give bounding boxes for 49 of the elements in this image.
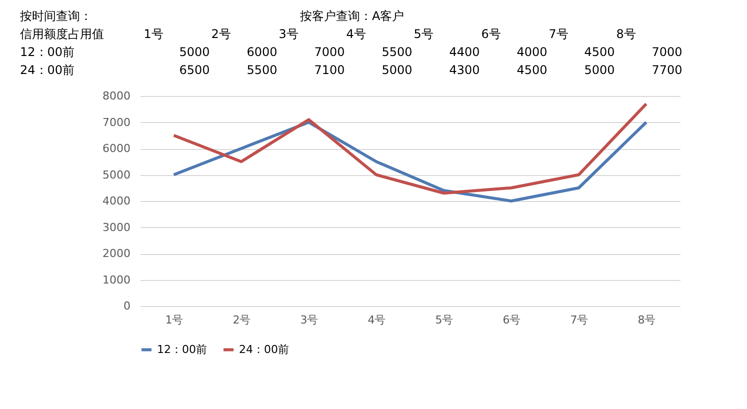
data-label: 5000 — [382, 63, 412, 77]
category-label: 5号 — [414, 27, 434, 41]
text: 按时间查询： — [20, 9, 92, 23]
line-series — [172, 102, 648, 195]
category-label: 8号 — [616, 27, 636, 41]
y-tick-label: 6000 — [102, 142, 130, 155]
y-tick-label: 3000 — [102, 220, 130, 234]
x-tick-label: 4号 — [368, 314, 386, 326]
y-tick-label: 5000 — [102, 168, 130, 182]
category-label: 1号 — [144, 27, 164, 41]
y-tick-label: 4000 — [102, 194, 130, 208]
category-label: 3号 — [278, 27, 298, 41]
data-label: 4400 — [449, 45, 480, 59]
text: 12：00前 — [20, 45, 75, 59]
y-tick-label: 0 — [124, 300, 130, 312]
data-label: 5500 — [382, 45, 412, 59]
y-tick-label: 7000 — [102, 116, 130, 129]
category-label: 4号 — [346, 27, 366, 41]
y-tick-label: 1000 — [102, 273, 130, 286]
data-label: 6500 — [179, 63, 210, 77]
data-label: 4000 — [516, 45, 548, 59]
data-label: 5500 — [246, 63, 278, 77]
category-label: 7号 — [548, 27, 568, 41]
x-tick-label: 6号 — [502, 314, 521, 326]
data-label: 7000 — [314, 45, 345, 59]
category-label: 2号 — [211, 27, 231, 41]
legend-label: 12：00前 — [157, 342, 207, 356]
data-label: 4500 — [584, 45, 615, 59]
x-tick-label: 5号 — [435, 314, 454, 326]
category-label: 6号 — [481, 27, 501, 41]
legend-label: 24：00前 — [239, 342, 289, 356]
text: 按客户查询：A客户 — [300, 9, 404, 23]
data-label: 7100 — [314, 63, 345, 77]
y-tick-label: 2000 — [102, 247, 130, 260]
data-label: 7700 — [652, 63, 682, 77]
data-label: 4500 — [516, 63, 548, 77]
x-tick-label: 3号 — [300, 314, 318, 326]
text: 24：00前 — [20, 63, 75, 77]
data-label: 4300 — [449, 63, 480, 77]
data-label: 5000 — [584, 63, 615, 77]
x-tick-label: 1号 — [165, 314, 184, 326]
x-tick-label: 7号 — [570, 314, 588, 326]
data-label: 7000 — [652, 45, 682, 59]
data-label: 5000 — [179, 45, 210, 59]
x-tick-label: 8号 — [638, 314, 656, 326]
text: 信用额度占用值 — [20, 27, 104, 41]
data-label: 6000 — [246, 45, 278, 59]
y-tick-label: 8000 — [102, 90, 130, 102]
x-tick-label: 2号 — [232, 314, 251, 326]
